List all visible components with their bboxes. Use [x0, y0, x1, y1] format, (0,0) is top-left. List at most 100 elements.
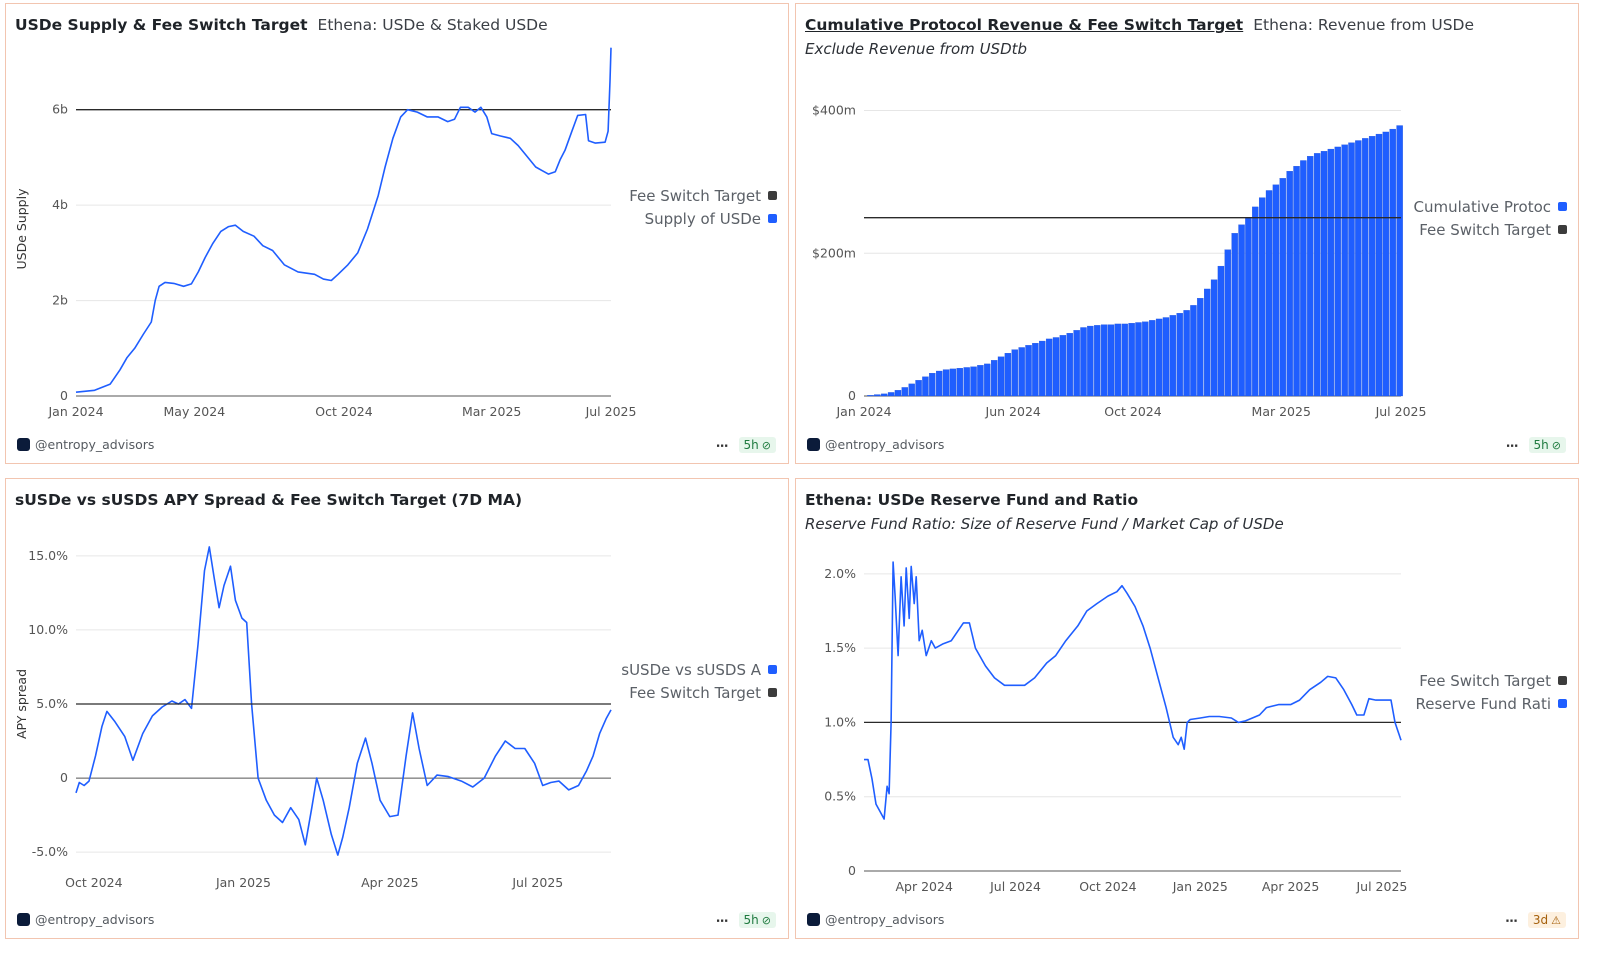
revenue-bar[interactable]: [1059, 335, 1067, 397]
chart-title[interactable]: sUSDe vs sUSDS APY Spread & Fee Switch T…: [15, 491, 523, 509]
revenue-bar[interactable]: [1334, 146, 1341, 397]
revenue-bar[interactable]: [949, 368, 957, 397]
author-link[interactable]: @entropy_advisors: [807, 437, 944, 452]
revenue-bar[interactable]: [1080, 327, 1087, 397]
series-line[interactable]: [75, 47, 612, 393]
revenue-bar[interactable]: [1190, 305, 1197, 397]
revenue-bar[interactable]: [1210, 279, 1218, 397]
revenue-bar[interactable]: [1217, 265, 1225, 397]
revenue-bar[interactable]: [929, 373, 936, 397]
revenue-bar[interactable]: [963, 367, 970, 397]
author-link[interactable]: @entropy_advisors: [17, 912, 154, 927]
revenue-bar[interactable]: [1293, 166, 1300, 397]
revenue-bar[interactable]: [936, 370, 943, 397]
revenue-bar[interactable]: [1039, 340, 1046, 397]
author-link[interactable]: @entropy_advisors: [807, 912, 944, 927]
revenue-bar[interactable]: [1066, 333, 1073, 397]
series-line[interactable]: [75, 546, 612, 856]
revenue-bar[interactable]: [1162, 317, 1170, 397]
legend-item[interactable]: sUSDe vs sUSDS A: [621, 658, 777, 681]
revenue-bar[interactable]: [1341, 144, 1348, 397]
revenue-bar[interactable]: [901, 387, 909, 397]
revenue-bar[interactable]: [1183, 310, 1190, 397]
series-line[interactable]: [864, 561, 1402, 820]
revenue-bar[interactable]: [1362, 138, 1369, 397]
revenue-bar[interactable]: [1025, 345, 1032, 397]
revenue-bar[interactable]: [1348, 142, 1355, 397]
legend-item[interactable]: Fee Switch Target: [629, 184, 777, 207]
revenue-bar[interactable]: [1258, 197, 1266, 397]
revenue-bar[interactable]: [1368, 136, 1376, 397]
legend-item[interactable]: Fee Switch Target: [621, 681, 777, 704]
revenue-bar[interactable]: [881, 393, 888, 397]
more-options-icon[interactable]: ⋯: [1505, 912, 1519, 928]
more-options-icon[interactable]: ⋯: [716, 912, 730, 928]
revenue-bar[interactable]: [942, 369, 950, 397]
more-options-icon[interactable]: ⋯: [716, 437, 730, 453]
more-options-icon[interactable]: ⋯: [1506, 437, 1520, 453]
revenue-bar[interactable]: [1073, 330, 1080, 397]
revenue-bar[interactable]: [922, 376, 929, 397]
revenue-bar[interactable]: [1320, 151, 1328, 397]
revenue-bar[interactable]: [1252, 206, 1259, 397]
revenue-bar[interactable]: [1114, 323, 1122, 397]
revenue-bar[interactable]: [1396, 125, 1403, 397]
revenue-bar[interactable]: [1307, 156, 1314, 397]
revenue-bar[interactable]: [1245, 217, 1252, 397]
freshness-badge[interactable]: 5h ⊘: [738, 437, 776, 453]
revenue-bar[interactable]: [1272, 184, 1280, 397]
revenue-bar[interactable]: [970, 366, 977, 397]
revenue-bar[interactable]: [1018, 347, 1025, 397]
revenue-bar[interactable]: [1197, 298, 1204, 397]
chart-title[interactable]: USDe Supply & Fee Switch Target: [15, 16, 308, 34]
revenue-bar[interactable]: [1286, 171, 1293, 397]
revenue-bar[interactable]: [1169, 315, 1177, 397]
revenue-bar[interactable]: [894, 390, 902, 397]
revenue-bar[interactable]: [1300, 160, 1307, 397]
revenue-bar[interactable]: [1389, 128, 1396, 397]
revenue-bar[interactable]: [1231, 233, 1238, 397]
chart-title-link[interactable]: Cumulative Protocol Revenue & Fee Switch…: [805, 16, 1244, 34]
revenue-bar[interactable]: [1052, 337, 1060, 397]
revenue-bar[interactable]: [990, 360, 998, 397]
revenue-bar[interactable]: [1121, 323, 1128, 397]
revenue-bar[interactable]: [1204, 288, 1211, 397]
revenue-bar[interactable]: [1087, 325, 1094, 397]
revenue-bar[interactable]: [1142, 321, 1149, 397]
revenue-bar[interactable]: [1094, 325, 1101, 397]
author-link[interactable]: @entropy_advisors: [17, 437, 154, 452]
freshness-badge[interactable]: 5h ⊘: [1528, 437, 1566, 453]
revenue-bar[interactable]: [1128, 323, 1135, 397]
revenue-bar[interactable]: [1135, 322, 1142, 397]
revenue-bar[interactable]: [1032, 343, 1039, 397]
revenue-bar[interactable]: [1100, 324, 1108, 397]
revenue-bar[interactable]: [984, 363, 991, 397]
legend-item[interactable]: Reserve Fund Rati: [1415, 692, 1567, 715]
legend-item[interactable]: Cumulative Protoc: [1414, 195, 1567, 218]
revenue-bar[interactable]: [867, 395, 874, 397]
revenue-bar[interactable]: [1155, 318, 1163, 397]
revenue-bar[interactable]: [977, 365, 984, 397]
revenue-bar[interactable]: [1313, 153, 1321, 397]
freshness-badge[interactable]: 3d ⚠: [1527, 912, 1566, 928]
revenue-bar[interactable]: [874, 394, 881, 397]
legend-item[interactable]: Supply of USDe: [629, 207, 777, 230]
revenue-bar[interactable]: [1375, 133, 1383, 397]
revenue-bar[interactable]: [1327, 148, 1335, 397]
revenue-bar[interactable]: [1149, 320, 1156, 397]
revenue-bar[interactable]: [1355, 140, 1362, 397]
revenue-bar[interactable]: [1107, 324, 1115, 397]
legend-item[interactable]: Fee Switch Target: [1415, 669, 1567, 692]
revenue-bar[interactable]: [887, 392, 895, 397]
revenue-bar[interactable]: [1045, 338, 1053, 397]
revenue-bar[interactable]: [997, 356, 1005, 397]
revenue-bar[interactable]: [1224, 249, 1232, 397]
revenue-bar[interactable]: [1265, 190, 1273, 397]
revenue-bar[interactable]: [956, 368, 963, 397]
revenue-bar[interactable]: [1176, 313, 1183, 397]
legend-item[interactable]: Fee Switch Target: [1414, 218, 1567, 241]
chart-title[interactable]: Ethena: USDe Reserve Fund and Ratio: [805, 491, 1139, 509]
revenue-bar[interactable]: [915, 380, 922, 397]
revenue-bar[interactable]: [908, 383, 915, 397]
revenue-bar[interactable]: [1382, 131, 1390, 397]
